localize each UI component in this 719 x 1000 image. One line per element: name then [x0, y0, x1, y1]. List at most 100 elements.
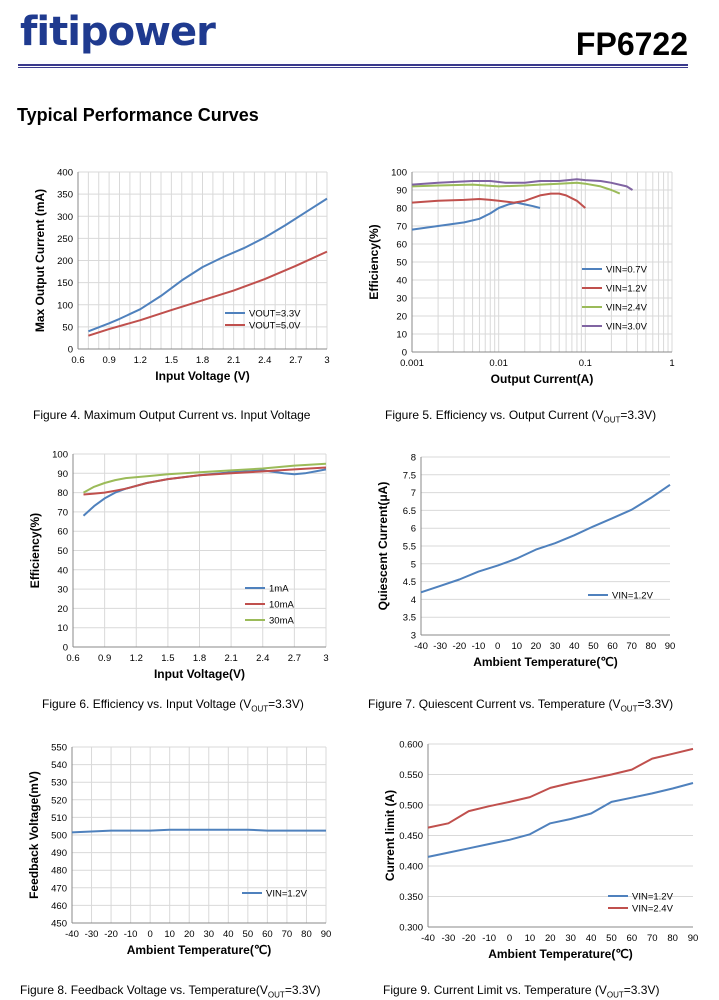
section-title: Typical Performance Curves	[17, 105, 259, 125]
y-tick-label: 0	[63, 643, 68, 654]
y-tick-label: 7	[411, 488, 416, 499]
x-tick-label: 80	[301, 929, 312, 940]
legend-label: VIN=1.2V	[632, 892, 674, 903]
chart-panel-fig8: -40 -30 -20 -10 0 10 20 30 40 50 60 70 80 90 450 460 470…	[0, 735, 345, 970]
x-tick-label: -40	[421, 933, 435, 944]
chart-panel-fig4: 0.6 0.9 1.2 1.5 1.8 2.1 2.4 2.7 3 0 50 100 150 200 250…	[0, 160, 345, 395]
y-tick-label: 90	[57, 469, 68, 480]
x-tick-label: -10	[472, 641, 486, 652]
y-tick-label: 6.5	[403, 506, 416, 517]
y-tick-label: 0.350	[399, 892, 423, 903]
x-tick-label: 2.7	[288, 653, 301, 664]
x-tick-label: -30	[442, 933, 456, 944]
legend-label: VIN=1.2V	[612, 591, 654, 602]
x-tick-label: 80	[646, 641, 657, 652]
chart-panel-fig9: -40 -30 -20 -10 0 10 20 30 40 50 60 70 80 90 0.300 0.35…	[360, 735, 705, 970]
y-axis-label: Efficiency(%)	[28, 513, 42, 588]
series-line	[411, 178, 634, 191]
y-tick-label: 460	[51, 901, 67, 912]
series-line	[427, 747, 694, 829]
caption-text: Figure 9. Current Limit vs. Temperature …	[383, 983, 607, 997]
series-line	[88, 250, 328, 337]
y-tick-label: 0	[402, 348, 407, 359]
y-tick-label: 20	[396, 312, 407, 323]
y-tick-label: 20	[57, 604, 68, 615]
y-tick-label: 10	[396, 330, 407, 341]
y-tick-label: 0.550	[399, 770, 423, 781]
y-tick-label: 80	[396, 204, 407, 215]
y-tick-label: 50	[62, 322, 73, 333]
y-tick-label: 3.5	[403, 613, 416, 624]
caption-after: =3.3V)	[268, 697, 304, 711]
x-tick-label: 20	[545, 933, 556, 944]
caption-fig8: Figure 8. Feedback Voltage vs. Temperatu…	[20, 983, 321, 999]
x-tick-label: 80	[667, 933, 678, 944]
y-tick-label: 500	[51, 831, 67, 842]
x-tick-label: 60	[262, 929, 273, 940]
y-tick-label: 250	[57, 234, 73, 245]
x-tick-label: 0.1	[579, 358, 592, 369]
chart-panel-fig5: 0.001 0.01 0.1 1 0 10 20 30 40 50 60 70 80 90 100 Outpu…	[360, 160, 705, 395]
caption-after: =3.3V)	[623, 983, 660, 997]
series-line	[427, 782, 694, 858]
y-tick-label: 400	[57, 168, 73, 179]
x-tick-label: 30	[565, 933, 576, 944]
y-tick-label: 6	[411, 524, 416, 535]
x-tick-label: -10	[124, 929, 138, 940]
series-line	[83, 462, 327, 494]
x-tick-label: -40	[65, 929, 79, 940]
caption-sub: OUT	[603, 415, 621, 425]
x-tick-label: 40	[569, 641, 580, 652]
y-tick-label: 100	[52, 450, 68, 461]
x-tick-label: 0	[507, 933, 512, 944]
x-tick-label: 10	[511, 641, 522, 652]
y-tick-label: 530	[51, 778, 67, 789]
x-tick-label: -40	[414, 641, 428, 652]
x-tick-label: 0	[495, 641, 500, 652]
y-tick-label: 0.450	[399, 831, 423, 842]
caption-text: Figure 7. Quiescent Current vs. Temperat…	[368, 697, 621, 711]
x-axis-label: Output Current(A)	[491, 372, 594, 386]
x-tick-label: 20	[184, 929, 195, 940]
y-tick-label: 60	[57, 527, 68, 538]
chart-fig8: -40 -30 -20 -10 0 10 20 30 40 50 60 70 80 90 450 460 470…	[27, 743, 331, 958]
x-tick-label: 2.1	[225, 653, 238, 664]
legend-label: 30mA	[269, 616, 294, 627]
y-tick-label: 480	[51, 866, 67, 877]
y-axis-label: Current limit (A)	[383, 790, 397, 881]
y-axis-label: Quiescent Current(μA)	[376, 482, 390, 611]
y-tick-label: 40	[57, 565, 68, 576]
legend-label: VIN=3.0V	[606, 322, 648, 333]
legend-label: VIN=0.7V	[606, 265, 648, 276]
x-tick-label: 1	[669, 358, 674, 369]
x-tick-label: 10	[525, 933, 536, 944]
y-tick-label: 470	[51, 883, 67, 894]
caption-sub: OUT	[251, 704, 269, 714]
caption-fig6: Figure 6. Efficiency vs. Input Voltage (…	[42, 697, 304, 713]
series-line	[411, 181, 621, 195]
y-tick-label: 70	[57, 507, 68, 518]
y-tick-label: 200	[57, 256, 73, 267]
x-tick-label: 70	[282, 929, 293, 940]
legend-label: 1mA	[269, 584, 289, 595]
x-tick-label: -20	[104, 929, 118, 940]
x-tick-label: 0	[148, 929, 153, 940]
y-tick-label: 10	[57, 623, 68, 634]
legend-label: VOUT=3.3V	[249, 309, 301, 320]
y-tick-label: 8	[411, 453, 416, 464]
x-tick-label: -20	[462, 933, 476, 944]
y-tick-label: 5.5	[403, 542, 416, 553]
header-rule	[18, 64, 688, 66]
x-tick-label: 50	[606, 933, 617, 944]
y-axis-label: Max Output Current (mA)	[33, 189, 47, 332]
x-tick-label: 3	[324, 355, 329, 366]
brand-logo: fitipower	[20, 9, 216, 55]
caption-fig5: Figure 5. Efficiency vs. Output Current …	[385, 408, 656, 424]
y-tick-label: 490	[51, 848, 67, 859]
y-tick-label: 3	[411, 631, 416, 642]
x-axis-label: Input Voltage(V)	[154, 667, 245, 681]
caption-text: Figure 5. Efficiency vs. Output Current …	[385, 408, 604, 422]
y-tick-label: 300	[57, 212, 73, 223]
caption-fig9: Figure 9. Current Limit vs. Temperature …	[383, 983, 659, 999]
x-tick-label: 50	[243, 929, 254, 940]
